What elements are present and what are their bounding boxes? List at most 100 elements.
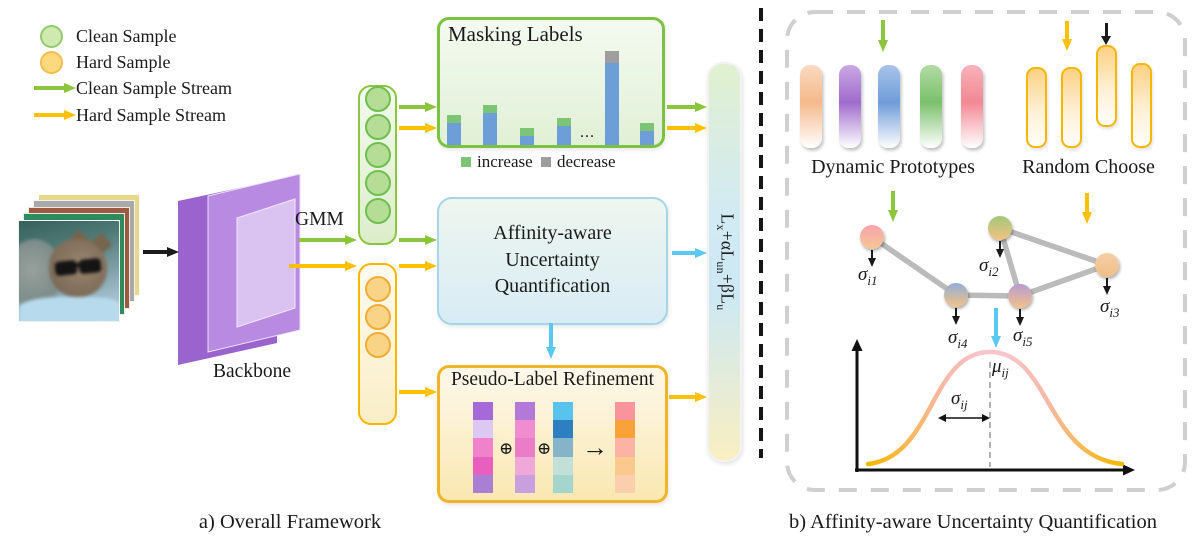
sigma-label-i1: σi1 bbox=[858, 264, 877, 289]
pseudo-bar-segment bbox=[515, 420, 535, 439]
sigma-label-i4: σi4 bbox=[948, 327, 967, 352]
gaussian-bell-curve bbox=[865, 349, 1125, 467]
node-sigma-arrow-i3-head bbox=[1102, 286, 1111, 295]
graph-node-i4 bbox=[944, 283, 968, 307]
gmm-label: GMM bbox=[295, 209, 344, 230]
backbone-layer-front bbox=[236, 198, 296, 328]
arrow-clean-to-affinity-head bbox=[425, 234, 437, 245]
pseudo-bar-segment bbox=[473, 402, 493, 421]
random-choose-bar bbox=[1026, 67, 1047, 148]
sigma-subscript: i4 bbox=[957, 335, 968, 351]
arrow-legend-clean-stream bbox=[34, 82, 76, 94]
arrow-masking-to-loss-hard bbox=[667, 122, 707, 134]
prototype-bar bbox=[800, 65, 822, 148]
arrow-affinity-to-pseudo bbox=[545, 323, 557, 359]
sigma-subscript: i3 bbox=[1109, 304, 1120, 320]
node-sigma-arrow-i2-head bbox=[995, 249, 1004, 258]
sigma-interval-arrowhead-right bbox=[982, 414, 990, 422]
masking-bar-base bbox=[557, 126, 571, 145]
arrow-masking-to-loss-hard-line bbox=[667, 126, 696, 130]
sigma-symbol: σ bbox=[858, 264, 868, 285]
arrow-prototypes-in-head bbox=[877, 40, 888, 52]
feature-circle bbox=[364, 142, 391, 168]
sigma-subscript: i5 bbox=[1022, 333, 1033, 349]
arrow-random-in-hard-head bbox=[1061, 39, 1072, 51]
arrow-gmm-clean-stream-head bbox=[345, 234, 357, 245]
arrow-affinity-to-loss-head bbox=[695, 247, 707, 258]
arrow-hard-to-affinity-head bbox=[425, 260, 437, 271]
arrow-random-select-line bbox=[1104, 23, 1108, 37]
legend-label-clean-sample: Clean Sample bbox=[76, 26, 177, 46]
pseudo-label-title: Pseudo-Label Refinement bbox=[450, 369, 655, 390]
arrow-pseudo-to-loss bbox=[669, 391, 707, 403]
sigma-label-i3: σi3 bbox=[1100, 296, 1119, 321]
arrow-clean-to-masking-line bbox=[399, 105, 426, 109]
pseudo-bar-segment bbox=[515, 402, 535, 421]
loss-formula-segment: +αL bbox=[716, 230, 737, 262]
loss-formula-segment: +βL bbox=[716, 273, 737, 305]
node-sigma-arrow-i3 bbox=[1102, 278, 1112, 295]
pseudo-bar-segment bbox=[553, 402, 573, 421]
graph-node-i5 bbox=[1008, 284, 1032, 308]
arrow-masking-to-loss-clean-head bbox=[695, 101, 707, 112]
oplus-operator: ⊕ bbox=[499, 439, 514, 458]
arrow-hard-to-pseudo bbox=[399, 386, 437, 398]
arrow-gmm-hard-stream-head bbox=[345, 260, 357, 271]
masking-bar-base bbox=[640, 131, 654, 145]
loss-formula-segment: L bbox=[716, 213, 737, 225]
random-choose-bar bbox=[1096, 45, 1117, 127]
arrow-graph-in-hard-head bbox=[1081, 212, 1092, 224]
dynamic-prototypes-label: Dynamic Prototypes bbox=[811, 156, 975, 178]
arrow-prototypes-in bbox=[877, 20, 889, 52]
arrow-gmm-hard-stream bbox=[289, 260, 357, 272]
loss-formula-segment: u bbox=[713, 304, 728, 311]
masking-bar-increase bbox=[520, 128, 534, 136]
arrow-gmm-clean-stream-line bbox=[299, 238, 346, 242]
arrow-pseudo-to-loss-head bbox=[695, 391, 707, 402]
arrow-pseudo-to-loss-line bbox=[669, 395, 696, 399]
pseudo-bar-segment bbox=[615, 474, 635, 493]
arrow-hard-to-affinity-line bbox=[399, 264, 426, 268]
pseudo-bar-segment bbox=[553, 474, 573, 493]
feature-circle bbox=[364, 276, 391, 302]
arrow-graph-out bbox=[990, 308, 1002, 348]
gaussian-y-axis-arrowhead bbox=[851, 339, 863, 351]
affinity-text: Affinity-aware Uncertainty Quantificatio… bbox=[437, 220, 668, 300]
arrow-random-in-hard-line bbox=[1065, 21, 1069, 40]
prototype-bar bbox=[839, 65, 861, 148]
feature-circle bbox=[364, 198, 391, 224]
arrow-masking-to-loss-hard-head bbox=[695, 122, 707, 133]
arrow-graph-out-head bbox=[990, 336, 1001, 348]
decrease-label: decrease bbox=[557, 152, 616, 171]
random-choose-label: Random Choose bbox=[1022, 156, 1155, 178]
feature-circle bbox=[364, 332, 391, 358]
panel-b-dashed-border bbox=[785, 10, 1187, 492]
pseudo-bar-segment bbox=[515, 474, 535, 493]
prototype-bar bbox=[920, 65, 942, 148]
arrow-hard-to-masking bbox=[399, 122, 437, 134]
arrow-clean-to-masking bbox=[399, 101, 437, 113]
masking-bar-decrease bbox=[605, 51, 619, 63]
feature-circle bbox=[364, 304, 391, 330]
sigma-symbol: σ bbox=[979, 255, 989, 276]
arrow-affinity-to-loss-line bbox=[672, 251, 696, 255]
pseudo-bar-segment bbox=[515, 456, 535, 475]
graph-node-i3 bbox=[1095, 253, 1119, 277]
feature-circle bbox=[364, 170, 391, 196]
backbone-label: Backbone bbox=[213, 361, 291, 382]
arrow-legend-hard-stream bbox=[34, 109, 76, 121]
arrow-affinity-to-pseudo-line bbox=[549, 323, 553, 348]
masking-bar-base bbox=[520, 136, 534, 145]
pseudo-bar-segment bbox=[553, 420, 573, 439]
arrow-legend-clean-stream-line bbox=[34, 86, 65, 90]
arrow-graph-in-clean-line bbox=[891, 191, 895, 211]
pseudo-bar-segment bbox=[473, 456, 493, 475]
arrow-gmm-clean-stream bbox=[299, 234, 357, 246]
graph-edge bbox=[997, 225, 1110, 268]
oplus-operator: ⊕ bbox=[537, 439, 552, 458]
node-sigma-arrow-i5 bbox=[1015, 309, 1025, 326]
affinity-line-2: Uncertainty bbox=[505, 248, 600, 271]
affinity-uncertainty-box bbox=[437, 197, 668, 325]
mu-ij-label: μij bbox=[992, 356, 1009, 381]
